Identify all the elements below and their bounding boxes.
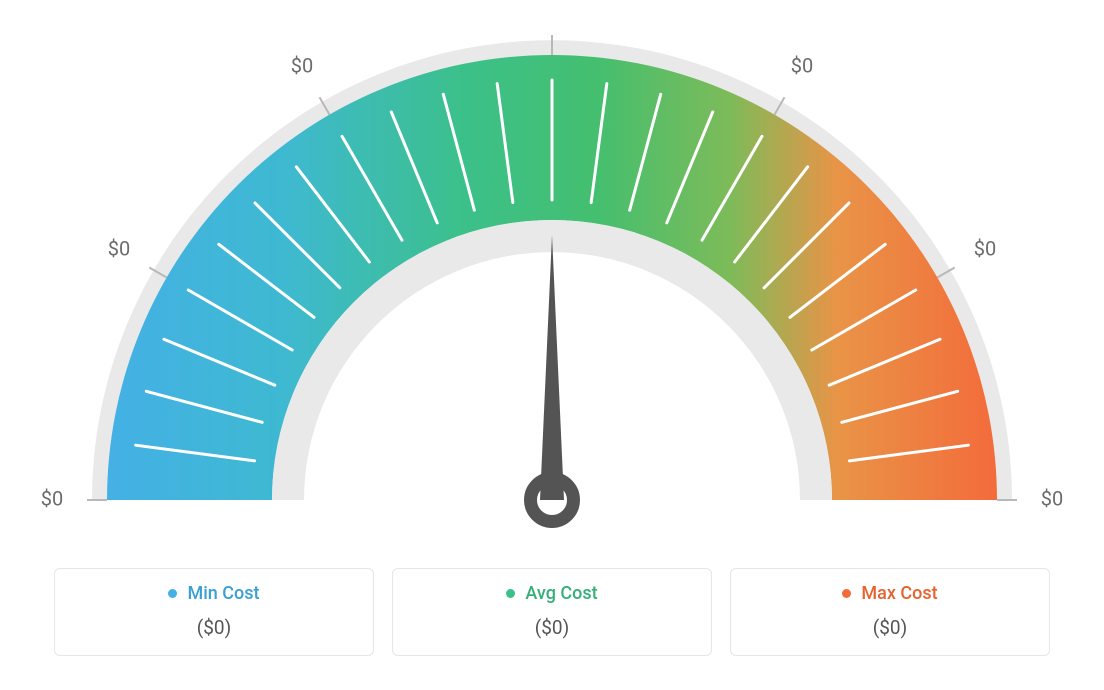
legend-title-avg: Avg Cost: [506, 583, 597, 604]
legend-card-max: Max Cost ($0): [730, 568, 1050, 656]
legend-label-avg: Avg Cost: [525, 583, 597, 604]
legend-value-max: ($0): [731, 616, 1049, 639]
svg-text:$0: $0: [791, 53, 813, 77]
legend-title-max: Max Cost: [842, 583, 937, 604]
gauge-chart: $0 $0 $0 $0 $0 $0 $0: [0, 0, 1104, 560]
legend-dot-avg: [506, 589, 515, 598]
gauge-svg: $0 $0 $0 $0 $0 $0 $0: [0, 0, 1104, 560]
legend-card-min: Min Cost ($0): [54, 568, 374, 656]
svg-text:$0: $0: [108, 236, 130, 260]
svg-text:$0: $0: [291, 53, 313, 77]
svg-text:$0: $0: [974, 236, 996, 260]
svg-text:$0: $0: [1041, 486, 1063, 510]
legend-dot-min: [168, 589, 177, 598]
legend-row: Min Cost ($0) Avg Cost ($0) Max Cost ($0…: [0, 568, 1104, 656]
legend-value-avg: ($0): [393, 616, 711, 639]
legend-card-avg: Avg Cost ($0): [392, 568, 712, 656]
legend-title-min: Min Cost: [168, 583, 259, 604]
legend-label-max: Max Cost: [861, 583, 937, 604]
legend-value-min: ($0): [55, 616, 373, 639]
svg-text:$0: $0: [41, 486, 63, 510]
legend-label-min: Min Cost: [187, 583, 259, 604]
legend-dot-max: [842, 589, 851, 598]
svg-text:$0: $0: [541, 0, 563, 2]
